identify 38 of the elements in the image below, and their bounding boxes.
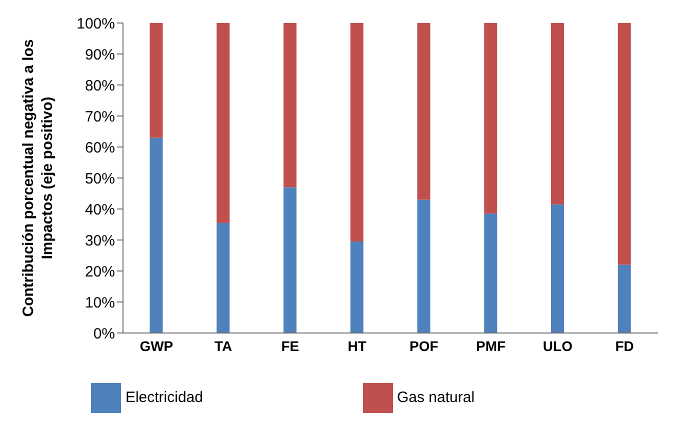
- bar: [417, 23, 430, 200]
- bar: [417, 200, 430, 333]
- bar: [216, 23, 230, 223]
- bar: [350, 23, 364, 242]
- x-tick-label: PMF: [476, 338, 506, 354]
- y-tick-label: 90%: [84, 46, 115, 64]
- y-tick-label: 30%: [84, 232, 115, 250]
- bar: [551, 204, 564, 333]
- bar: [551, 23, 564, 204]
- y-tick-label: 100%: [76, 15, 115, 32]
- y-tick-label: 20%: [84, 263, 115, 280]
- bar: [618, 264, 631, 333]
- bar: [150, 23, 163, 138]
- x-tick-label: GWP: [140, 338, 174, 354]
- y-tick-label: 40%: [84, 201, 115, 218]
- y-tick-label: 0%: [93, 325, 115, 342]
- y-tick-label: 80%: [84, 77, 115, 94]
- x-tick-label: FD: [615, 338, 634, 354]
- legend-label: Gas natural: [397, 388, 475, 406]
- bar: [618, 23, 631, 265]
- y-tick-label: 70%: [84, 108, 115, 126]
- legend-label: Electricidad: [125, 388, 203, 406]
- bar: [484, 23, 498, 214]
- bar: [284, 187, 296, 333]
- x-tick-label: TA: [214, 338, 232, 354]
- y-tick-label: 60%: [84, 139, 115, 156]
- x-tick-label: ULO: [542, 338, 573, 354]
- bar: [484, 214, 498, 333]
- bar: [284, 23, 296, 188]
- bar: [216, 222, 230, 333]
- x-tick-label: FE: [281, 338, 300, 354]
- y-tick-label: 10%: [84, 294, 115, 312]
- bar: [150, 138, 163, 333]
- x-tick-label: POF: [410, 338, 439, 354]
- y-axis-title: Contribución porcentual negativa a los Impactos (eje positivo): [19, 38, 57, 319]
- bar: [350, 242, 364, 333]
- y-tick-label: 50%: [84, 170, 115, 188]
- x-tick-label: HT: [348, 338, 367, 354]
